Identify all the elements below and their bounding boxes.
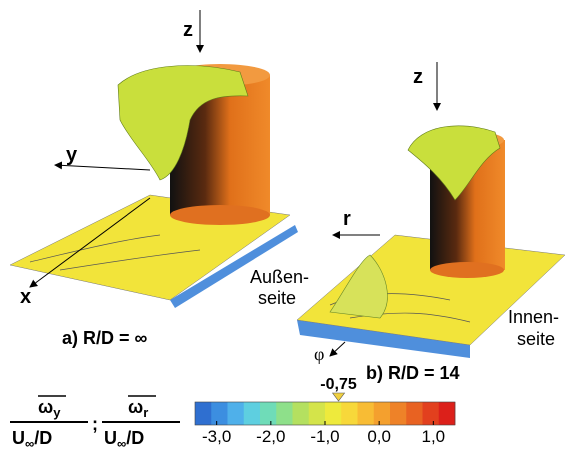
tick-label: 1,0 xyxy=(422,427,446,446)
axis-label: z xyxy=(183,19,193,41)
color-step xyxy=(276,402,293,425)
color-step xyxy=(439,402,456,425)
left-scene: z y x a) R/D = ∞ xyxy=(10,10,298,348)
figure: z y x a) R/D = ∞ z r φ Außen- seite Inne… xyxy=(0,0,582,455)
side-label: seite xyxy=(517,329,555,349)
color-step xyxy=(406,402,423,425)
color-step xyxy=(390,402,407,425)
color-step xyxy=(260,402,277,425)
tick-label: -2,0 xyxy=(256,427,285,446)
marker-label: -0,75 xyxy=(320,376,357,393)
denominator: U∞/D xyxy=(104,428,144,451)
axis-label: z xyxy=(413,66,423,88)
tick-label: -3,0 xyxy=(202,427,231,446)
numerator: ωy xyxy=(38,397,61,420)
color-step xyxy=(374,402,391,425)
color-step xyxy=(293,402,310,425)
axis-label: φ xyxy=(314,344,324,364)
color-step xyxy=(228,402,245,425)
right-scene: z r φ Außen- seite Innen- seite b) R/D =… xyxy=(250,62,565,383)
side-label: seite xyxy=(258,288,296,308)
axis-label: y xyxy=(66,144,78,166)
color-step xyxy=(195,402,212,425)
color-step xyxy=(341,402,358,425)
tick-label: 0,0 xyxy=(367,427,391,446)
color-step xyxy=(358,402,375,425)
color-step xyxy=(423,402,440,425)
numerator: ωr xyxy=(128,397,148,420)
color-step xyxy=(325,402,342,425)
colorbar: -3,0 -2,0 -1,0 0,0 1,0 -0,75 xyxy=(195,376,455,446)
caption: a) R/D = ∞ xyxy=(62,328,148,348)
tick-label: -1,0 xyxy=(310,427,339,446)
denominator: U∞/D xyxy=(12,428,52,451)
color-step xyxy=(309,402,326,425)
side-label: Außen- xyxy=(250,267,309,287)
axis-label: x xyxy=(20,286,31,308)
separator: ; xyxy=(92,414,98,434)
color-step xyxy=(211,402,228,425)
axis-label: r xyxy=(343,208,351,230)
quantity-label: ωy U∞/D ; ωr U∞/D xyxy=(10,396,180,451)
side-label: Innen- xyxy=(508,307,559,327)
caption: b) R/D = 14 xyxy=(366,363,460,383)
marker xyxy=(333,393,345,401)
color-step xyxy=(244,402,261,425)
